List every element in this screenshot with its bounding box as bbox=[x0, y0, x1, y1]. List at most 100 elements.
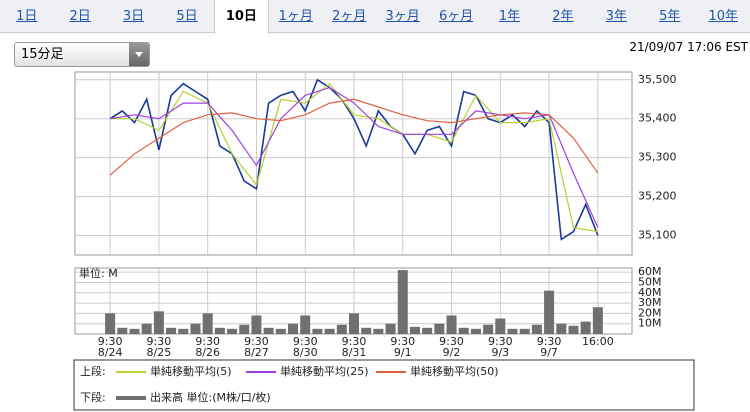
price-line bbox=[109, 78, 599, 241]
legend-label: 出来高 単位:(M株/口/枚) bbox=[150, 390, 271, 404]
x-tick-date: 8/27 bbox=[244, 346, 269, 359]
period-tab[interactable]: 3日 bbox=[122, 9, 145, 24]
volume-bar bbox=[348, 313, 359, 334]
period-tab[interactable]: 2年 bbox=[552, 9, 574, 24]
period-tab[interactable]: 6ヶ月 bbox=[438, 9, 474, 24]
x-tick-label: 9:30 bbox=[98, 335, 123, 348]
volume-bar bbox=[361, 327, 372, 334]
x-tick-label: 16:00 bbox=[582, 335, 614, 348]
volume-bar bbox=[409, 326, 420, 334]
y-tick-label: 35,100 bbox=[638, 229, 677, 242]
y-tick-label: 40M bbox=[638, 286, 662, 299]
y-tick-label: 20M bbox=[638, 306, 662, 319]
volume-bar bbox=[312, 328, 323, 334]
price-line bbox=[110, 86, 599, 228]
period-tab[interactable]: 2ヶ月 bbox=[332, 9, 367, 24]
volume-bar bbox=[105, 313, 116, 334]
x-tick-label: 9:30 bbox=[147, 335, 172, 348]
x-tick-label: 9:30 bbox=[342, 335, 367, 348]
y-tick-label: 35,400 bbox=[638, 112, 677, 125]
interval-text: 15分足 bbox=[21, 47, 64, 62]
y-tick-label: 35,200 bbox=[638, 190, 677, 203]
interval-select[interactable]: 15分足 bbox=[14, 42, 150, 67]
volume-bar bbox=[422, 327, 433, 334]
period-tab[interactable]: 5年 bbox=[659, 9, 681, 24]
period-tab[interactable]: 1年 bbox=[498, 9, 521, 24]
volume-bar bbox=[227, 328, 238, 334]
volume-bar bbox=[446, 315, 457, 334]
x-tick-label: 9:30 bbox=[293, 335, 318, 348]
volume-bar bbox=[141, 323, 152, 334]
period-tab[interactable]: 1ヶ月 bbox=[278, 9, 313, 24]
x-tick-date: 8/25 bbox=[147, 346, 172, 359]
x-tick-date: 9/3 bbox=[491, 346, 509, 359]
x-tick-date: 8/26 bbox=[195, 346, 220, 359]
volume-bar bbox=[263, 327, 274, 334]
legend-lower-label: 下段: bbox=[80, 390, 106, 404]
legend-label: 単純移動平均(5) bbox=[150, 364, 232, 378]
volume-bar bbox=[592, 307, 603, 334]
volume-bar bbox=[166, 327, 177, 334]
x-tick-label: 9:30 bbox=[439, 335, 464, 348]
period-tab[interactable]: 10日 bbox=[213, 0, 270, 34]
x-tick-label: 9:30 bbox=[244, 335, 269, 348]
period-tab[interactable]: 10年 bbox=[708, 9, 738, 24]
volume-bar bbox=[519, 328, 530, 334]
y-tick-label: 30M bbox=[638, 296, 662, 309]
x-tick-date: 9/2 bbox=[443, 346, 461, 359]
y-tick-label: 35,500 bbox=[638, 73, 677, 86]
period-tab[interactable]: 1日 bbox=[16, 9, 38, 24]
x-tick-date: 8/30 bbox=[293, 346, 318, 359]
volume-bar bbox=[202, 313, 213, 334]
legend-label: 単純移動平均(25) bbox=[280, 364, 369, 378]
x-tick-date: 8/24 bbox=[98, 346, 123, 359]
period-tab[interactable]: 3年 bbox=[605, 9, 627, 24]
volume-bar bbox=[214, 327, 225, 334]
volume-bar bbox=[129, 328, 140, 334]
legend-upper-label: 上段: bbox=[80, 364, 106, 378]
x-tick-label: 9:30 bbox=[390, 335, 415, 348]
volume-bar bbox=[458, 327, 469, 334]
y-tick-label: 50M bbox=[638, 275, 662, 288]
volume-bar bbox=[544, 290, 555, 334]
price-line bbox=[109, 98, 599, 176]
volume-bar bbox=[288, 323, 299, 334]
x-tick-label: 9:30 bbox=[195, 335, 220, 348]
period-tabs: 1日 2日 3日 5日 10日 1ヶ月 2ヶ月 3ヶ月 6ヶ月 1年 2年 3年 5年 10年 bbox=[0, 0, 750, 34]
legend-label: 単純移動平均(50) bbox=[410, 364, 499, 378]
period-tab[interactable]: 5日 bbox=[176, 9, 198, 24]
volume-bar bbox=[483, 324, 494, 334]
x-tick-date: 8/31 bbox=[342, 346, 367, 359]
y-tick-label: 60M bbox=[638, 265, 662, 278]
volume-bar bbox=[190, 323, 201, 334]
volume-bar bbox=[275, 328, 286, 334]
x-tick-date: 9/1 bbox=[394, 346, 412, 359]
volume-bar bbox=[385, 323, 396, 334]
volume-bar bbox=[556, 323, 567, 334]
x-tick-label: 9:30 bbox=[488, 335, 513, 348]
unit-label: 単位: M bbox=[79, 266, 118, 280]
volume-bar bbox=[239, 324, 250, 334]
volume-bar bbox=[434, 323, 445, 334]
y-tick-label: 10M bbox=[638, 317, 662, 330]
volume-bar bbox=[495, 318, 506, 334]
period-tab[interactable]: 3ヶ月 bbox=[385, 9, 420, 24]
period-tab[interactable]: 2日 bbox=[69, 9, 91, 24]
volume-bar bbox=[178, 328, 189, 334]
volume-bar bbox=[507, 328, 518, 334]
timestamp: 21/09/07 17:06 EST bbox=[629, 40, 748, 54]
volume-bar bbox=[580, 321, 591, 334]
volume-bar bbox=[397, 270, 408, 334]
volume-bar bbox=[251, 315, 262, 334]
volume-bar bbox=[531, 324, 542, 334]
volume-bar bbox=[300, 315, 311, 334]
price-line bbox=[110, 82, 598, 233]
volume-bar bbox=[470, 328, 481, 334]
volume-bar bbox=[336, 324, 347, 334]
volume-bar bbox=[153, 311, 164, 334]
volume-bar bbox=[324, 328, 335, 334]
x-tick-label: 9:30 bbox=[537, 335, 562, 348]
volume-bar bbox=[117, 327, 128, 334]
